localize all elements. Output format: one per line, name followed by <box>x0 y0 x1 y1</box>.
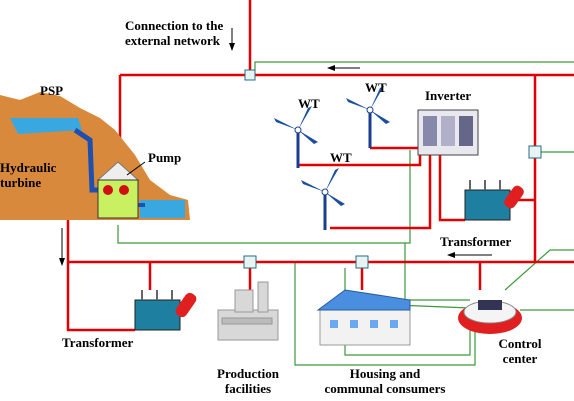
power-lines <box>68 0 574 330</box>
factory-icon <box>218 282 278 340</box>
transformer-icon <box>135 290 198 330</box>
wind-turbine-icon <box>274 106 318 168</box>
transformer-icon <box>465 180 526 220</box>
transformer-label: Transformer <box>440 234 511 249</box>
wt-label: WT <box>365 80 387 95</box>
diagram: Connection to theexternal network PSP Hy… <box>0 0 574 401</box>
control-center-icon <box>458 300 522 334</box>
inverter-icon <box>418 110 478 155</box>
wind-turbine-icon <box>301 168 345 230</box>
wt-label: WT <box>298 96 320 111</box>
wt-label: WT <box>330 150 352 165</box>
wind-turbine-icon <box>346 86 390 148</box>
psp-label: PSP <box>40 83 63 98</box>
inverter-label: Inverter <box>425 88 471 103</box>
pump-label: Pump <box>148 150 181 165</box>
transformer-label: Transformer <box>62 335 133 350</box>
housing-icon <box>318 290 410 345</box>
